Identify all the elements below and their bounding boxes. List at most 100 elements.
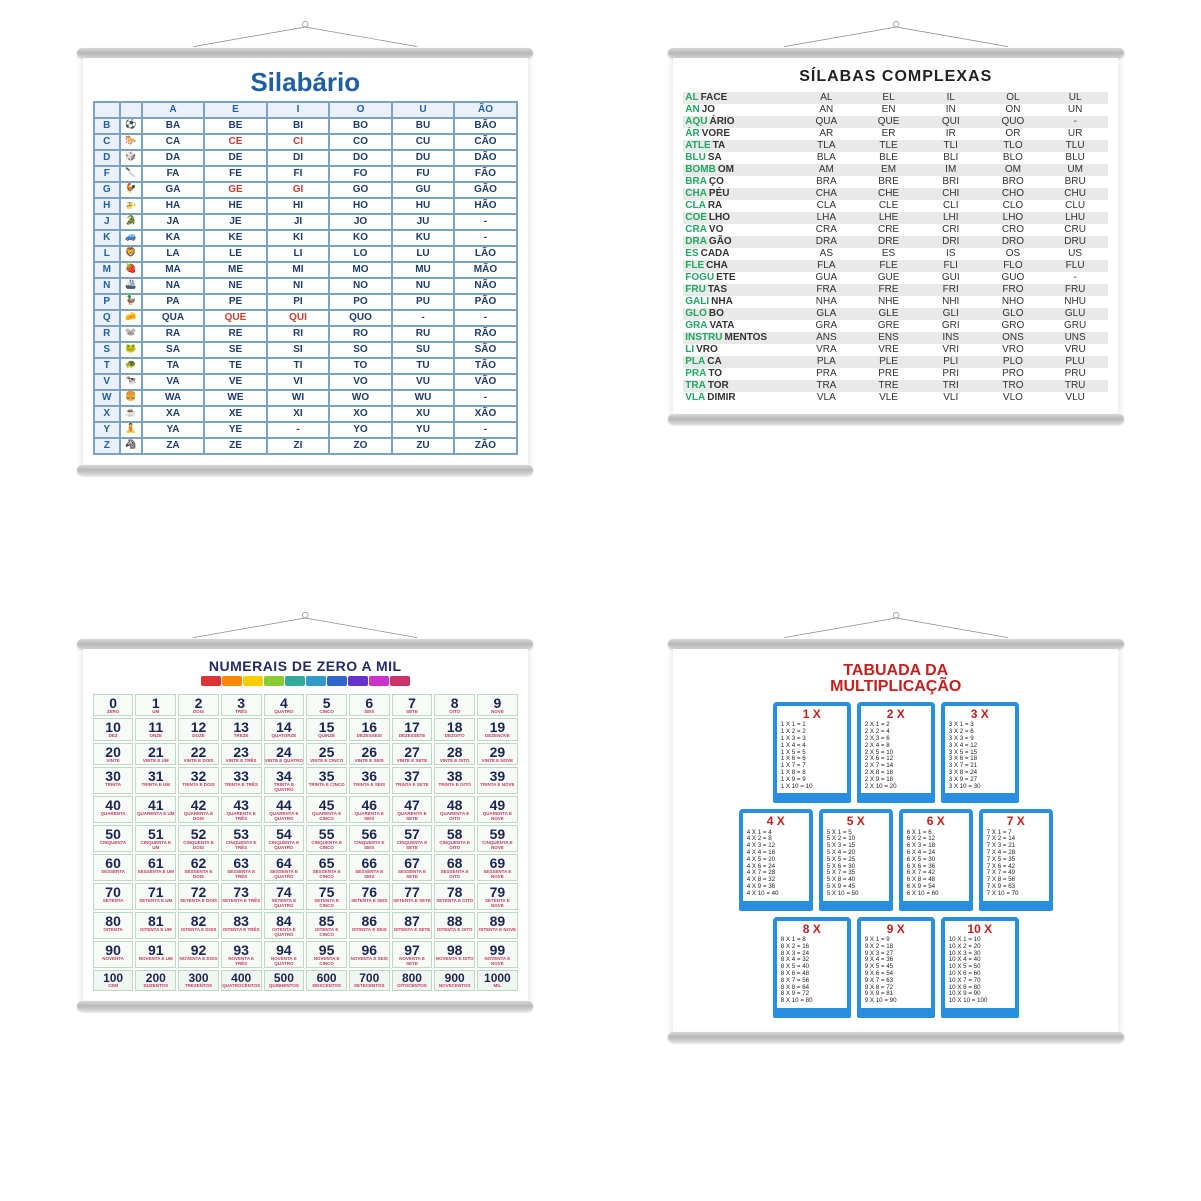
sc-syllable: FLE [857,260,919,271]
num-cell: 28VINTE E OITO [434,743,475,766]
sil-syllable: XI [267,406,330,422]
sil-syllable: DA [142,150,204,166]
num-cell: 58CINQUENTA E OITO [434,825,475,852]
sc-syllable: VRO [982,344,1044,355]
sheet-silabario: Silabário AEIOUÃOB⚽BABEBIBOBUBÃOC🐎CACECI… [83,58,528,465]
sil-header: A [142,102,204,118]
tabuada-block-5: 5 X5 X 1 = 55 X 2 = 105 X 3 = 155 X 4 = … [819,809,893,910]
tabuada-line: 8 X 10 = 80 [781,998,843,1005]
num-cell: 13TREZE [221,718,262,741]
sc-row: BOMBOMAMEMIMOMUM [683,164,1108,176]
sc-syllable: CHI [920,188,982,199]
num-cell: 23VINTE E TRÊS [221,743,262,766]
bottom-rail [77,465,533,475]
sil-syllable: NA [142,278,204,294]
sc-syllable: FLU [1044,260,1106,271]
sc-word: PLACA [685,356,795,367]
poster-silabario: Silabário AEIOUÃOB⚽BABEBIBOBUBÃOC🐎CACECI… [20,20,591,591]
sil-row-letter: V [94,374,120,390]
num-cell: 1UM [135,694,176,717]
num-cell: 46QUARENTA E SEIS [349,796,390,823]
sil-row-icon: 🧘 [120,422,142,438]
sil-syllable: YU [392,422,455,438]
sil-syllable: TU [392,358,455,374]
num-cell: 41QUARENTA E UM [135,796,176,823]
num-cell: 27VINTE E SETE [392,743,433,766]
sil-syllable: KO [329,230,392,246]
sc-row: PRATOPRAPREPRIPROPRU [683,368,1108,380]
sc-rows: ALFACEALELILOLULANJOANENINONUNAQUÁRIOQUA… [683,92,1108,404]
sc-syllable: CRO [982,224,1044,235]
sc-row: GALINHANHANHENHINHONHU [683,296,1108,308]
num-cell: 33TRINTA E TRÊS [221,767,262,794]
sc-syllable: PLU [1044,356,1106,367]
sil-row-letter: Q [94,310,120,326]
num-cell: 86OITENTA E SEIS [349,912,390,939]
sil-syllable: HI [267,198,330,214]
tabuada-line: 4 X 10 = 40 [747,891,805,898]
tabuada-row: 8 X8 X 1 = 88 X 2 = 168 X 3 = 248 X 4 = … [681,917,1110,1018]
sil-syllable: CE [204,134,267,150]
tabuada-block-8: 8 X8 X 1 = 88 X 2 = 168 X 3 = 248 X 4 = … [773,917,851,1018]
num-cell: 300TREZENTOS [178,970,219,991]
tabuada-block-10: 10 X10 X 1 = 1010 X 2 = 2010 X 3 = 3010 … [941,917,1019,1018]
sc-word: GLOBO [685,308,795,319]
sc-syllable: CRA [795,224,857,235]
sil-syllable: BU [392,118,455,134]
num-cell: 53CINQUENTA E TRÊS [221,825,262,852]
sc-syllable: GRU [1044,320,1106,331]
num-cell: 54CINQUENTA E QUATRO [264,825,305,852]
sc-syllable: CLA [795,200,857,211]
sc-row: CHAPÉUCHACHECHICHOCHU [683,188,1108,200]
sil-syllable: QUO [329,310,392,326]
sil-syllable: DI [267,150,330,166]
tabuada-head: 9 X [865,923,927,936]
sc-row: ALFACEALELILOLUL [683,92,1108,104]
num-cell: 19DEZENOVE [477,718,518,741]
sil-syllable: MI [267,262,330,278]
sil-syllable: VU [392,374,455,390]
num-cell: 42QUARENTA E DOIS [178,796,219,823]
tabuada-title: TABUADA DA MULTIPLICAÇÃO [681,663,1110,697]
sc-word: ALFACE [685,92,795,103]
num-cell: 21VINTE E UM [135,743,176,766]
sil-syllable: VO [329,374,392,390]
sc-syllable: IM [920,164,982,175]
sc-syllable: TLA [795,140,857,151]
sil-syllable: TO [329,358,392,374]
sc-syllable: TRI [920,380,982,391]
sil-syllable: GI [267,182,330,198]
sil-syllable: VI [267,374,330,390]
num-cell: 73SETENTA E TRÊS [221,883,262,910]
sc-syllable: CHO [982,188,1044,199]
sc-word: LIVRO [685,344,795,355]
poster-numerais: NUMERAIS DE ZERO A MIL 0ZERO1UM2DOIS3TRÊ… [20,611,591,1182]
sc-syllable: GLI [920,308,982,319]
sc-row: FOGUETEGUAGUEGUIGUO- [683,272,1108,284]
sc-syllable: GLE [857,308,919,319]
num-cell: 87OITENTA E SETE [392,912,433,939]
sil-syllable: JU [392,214,455,230]
sc-syllable: QUO [982,116,1044,127]
sil-syllable: LI [267,246,330,262]
sil-syllable: ZU [392,438,455,454]
sc-word: INSTRUMENTOS [685,332,795,343]
tabuada-title-line2: MULTIPLICAÇÃO [830,678,961,695]
sil-syllable: FA [142,166,204,182]
num-cell: 44QUARENTA E QUATRO [264,796,305,823]
sc-row: ESCADAASESISOSUS [683,248,1108,260]
num-cell: 25VINTE E CINCO [306,743,347,766]
num-cell: 96NOVENTA E SEIS [349,941,390,968]
num-cell: 98NOVENTA E OITO [434,941,475,968]
tabuada-head: 8 X [781,923,843,936]
sc-syllable: IR [920,128,982,139]
num-cell: 7SETE [392,694,433,717]
sil-syllable: RÃO [454,326,516,342]
sc-syllable: - [1044,272,1106,283]
sil-row-icon: 🦁 [120,246,142,262]
sc-syllable: LHU [1044,212,1106,223]
sc-syllable: VRA [795,344,857,355]
num-cell: 55CINQUENTA E CINCO [306,825,347,852]
num-cell: 35TRINTA E CINCO [306,767,347,794]
num-cell: 52CINQUENTA E DOIS [178,825,219,852]
